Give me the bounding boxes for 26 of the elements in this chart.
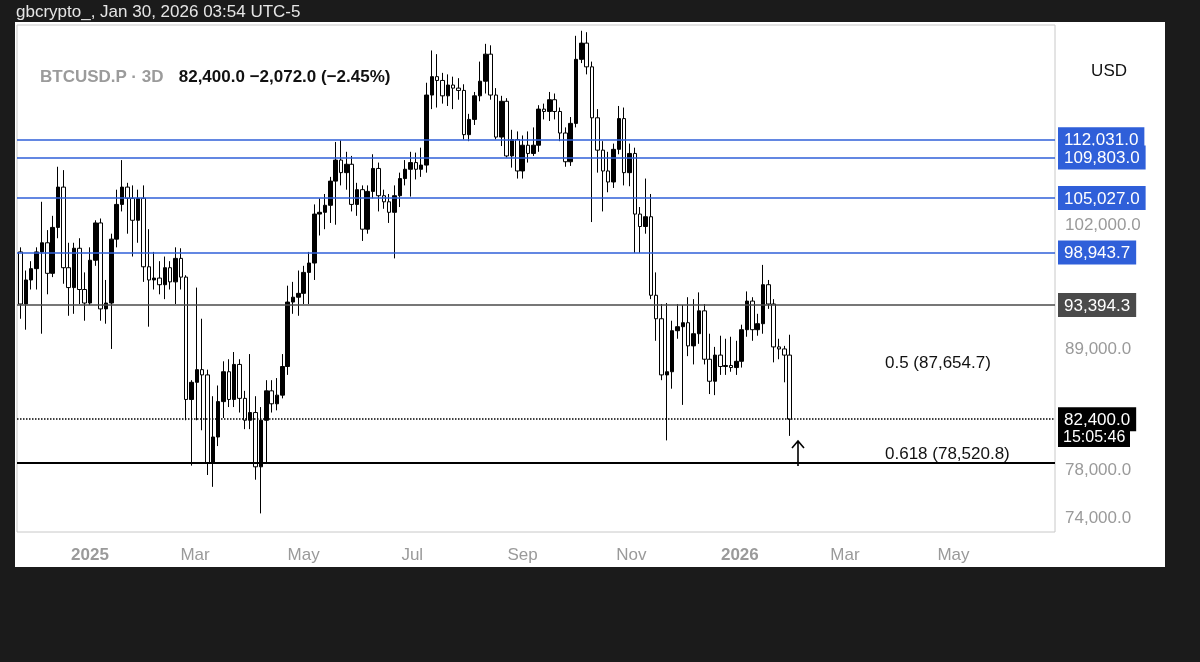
annotation: 0.618 (78,520.8) [885, 443, 1010, 463]
annotation: 0.5 (87,654.7) [885, 352, 991, 372]
x-tick-label: May [937, 545, 971, 564]
x-tick-label: 2026 [720, 545, 759, 564]
ref-line-label: 98,943.7 [1064, 242, 1131, 262]
y-tick-label: 78,000.0 [1065, 459, 1132, 479]
text: BTCUSD.P · 3D [40, 66, 164, 86]
ref-line-label: 112,031.0 [1064, 129, 1139, 149]
y-axis-title: USD [1091, 61, 1128, 80]
x-tick-label: Mar [180, 545, 211, 564]
x-tick-label: Sep [507, 545, 538, 564]
text: 82,400.0 −2,072.0 (−2.45%) [178, 66, 391, 86]
ref-line-label: 105,027.0 [1064, 188, 1140, 208]
x-tick-label: 2025 [71, 545, 109, 564]
ref-line-label: 82,400.0 [1064, 409, 1131, 429]
ref-line-label: 109,803.0 [1064, 148, 1140, 168]
x-tick-label: May [287, 545, 321, 564]
text: gbcrypto_, Jan 30, 2026 03:54 UTC-5 [16, 2, 301, 22]
text: 15:05:46 [1058, 427, 1131, 447]
y-tick-label: 74,000.0 [1065, 507, 1132, 527]
x-tick-label: Nov [616, 545, 647, 564]
x-tick-label: Mar [830, 545, 860, 564]
x-tick-label: Jul [401, 545, 424, 564]
ref-line-label: 93,394.3 [1064, 295, 1131, 315]
y-tick-label: 89,000.0 [1065, 339, 1132, 359]
y-tick-label: 102,000.0 [1065, 215, 1141, 235]
